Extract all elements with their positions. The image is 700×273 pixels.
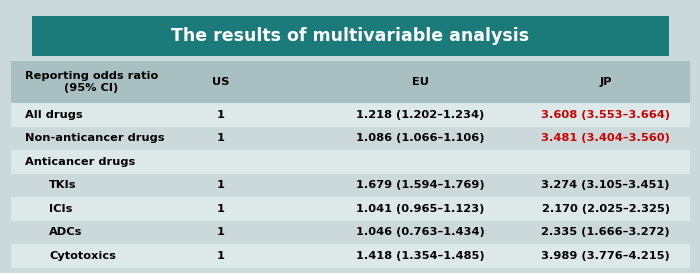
Text: 1.218 (1.202–1.234): 1.218 (1.202–1.234) [356, 110, 484, 120]
Text: 1.046 (0.763–1.434): 1.046 (0.763–1.434) [356, 227, 484, 237]
Text: 1.086 (1.066–1.106): 1.086 (1.066–1.106) [356, 133, 484, 144]
FancyBboxPatch shape [10, 244, 690, 268]
Text: 1.418 (1.354–1.485): 1.418 (1.354–1.485) [356, 251, 484, 261]
Text: 1: 1 [216, 251, 225, 261]
Text: 1: 1 [216, 227, 225, 237]
Text: JP: JP [599, 77, 612, 87]
FancyBboxPatch shape [32, 16, 668, 56]
Text: 1.041 (0.965–1.123): 1.041 (0.965–1.123) [356, 204, 484, 214]
Text: TKIs: TKIs [49, 180, 76, 191]
FancyBboxPatch shape [10, 127, 690, 150]
Text: 3.989 (3.776–4.215): 3.989 (3.776–4.215) [541, 251, 670, 261]
Text: 1.679 (1.594–1.769): 1.679 (1.594–1.769) [356, 180, 484, 191]
Text: US: US [212, 77, 229, 87]
Text: ICIs: ICIs [49, 204, 72, 214]
FancyBboxPatch shape [10, 103, 690, 127]
Text: Cytotoxics: Cytotoxics [49, 251, 116, 261]
Text: 1: 1 [216, 204, 225, 214]
Text: Reporting odds ratio
(95% CI): Reporting odds ratio (95% CI) [25, 71, 158, 93]
Text: 2.170 (2.025–2.325): 2.170 (2.025–2.325) [542, 204, 669, 214]
FancyBboxPatch shape [10, 174, 690, 197]
Text: The results of multivariable analysis: The results of multivariable analysis [171, 27, 529, 45]
FancyBboxPatch shape [10, 221, 690, 244]
Text: 3.274 (3.105–3.451): 3.274 (3.105–3.451) [541, 180, 670, 191]
FancyBboxPatch shape [10, 197, 690, 221]
Text: 1: 1 [216, 133, 225, 144]
Text: 3.608 (3.553–3.664): 3.608 (3.553–3.664) [541, 110, 670, 120]
Text: ADCs: ADCs [49, 227, 83, 237]
Text: 3.481 (3.404–3.560): 3.481 (3.404–3.560) [541, 133, 670, 144]
Text: 2.335 (1.666–3.272): 2.335 (1.666–3.272) [541, 227, 670, 237]
Text: EU: EU [412, 77, 428, 87]
Text: 1: 1 [216, 110, 225, 120]
Text: All drugs: All drugs [25, 110, 82, 120]
FancyBboxPatch shape [10, 61, 690, 103]
Text: Non-anticancer drugs: Non-anticancer drugs [25, 133, 164, 144]
Text: Anticancer drugs: Anticancer drugs [25, 157, 134, 167]
Text: 1: 1 [216, 180, 225, 191]
FancyBboxPatch shape [10, 150, 690, 174]
